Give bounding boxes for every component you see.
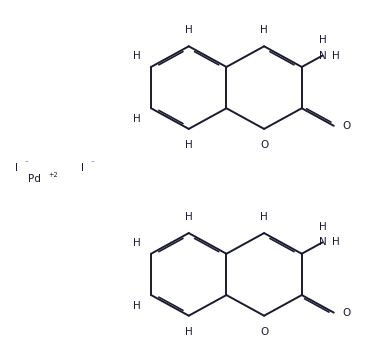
Text: H: H [133, 301, 141, 311]
Text: I: I [14, 163, 18, 173]
Text: N: N [319, 237, 327, 247]
Text: ⁻: ⁻ [24, 160, 28, 166]
Text: O: O [260, 140, 268, 151]
Text: N: N [319, 51, 327, 60]
Text: H: H [185, 140, 193, 151]
Text: H: H [319, 35, 327, 45]
Text: H: H [185, 25, 193, 35]
Text: H: H [185, 327, 193, 337]
Text: O: O [260, 327, 268, 337]
Text: Pd: Pd [28, 174, 41, 184]
Text: H: H [185, 211, 193, 222]
Text: H: H [319, 222, 327, 232]
Text: H: H [133, 114, 141, 124]
Text: ⁻: ⁻ [90, 160, 94, 166]
Text: H: H [332, 51, 340, 60]
Text: H: H [133, 51, 141, 61]
Text: H: H [133, 238, 141, 248]
Text: I: I [81, 163, 84, 173]
Text: +2: +2 [49, 172, 58, 178]
Text: O: O [342, 121, 351, 131]
Text: O: O [342, 308, 351, 317]
Text: H: H [332, 237, 340, 247]
Text: H: H [260, 25, 268, 35]
Text: H: H [260, 211, 268, 222]
